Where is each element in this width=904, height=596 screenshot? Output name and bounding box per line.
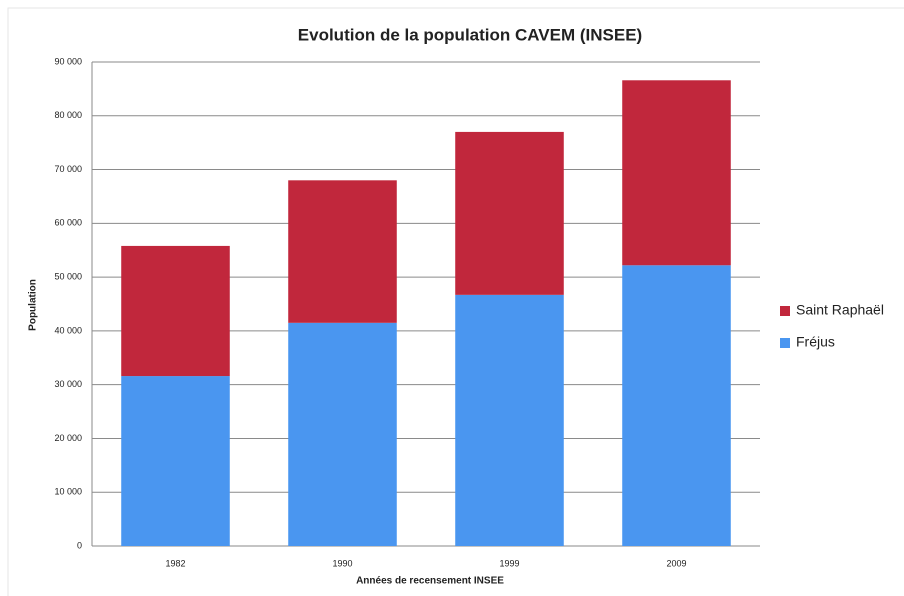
x-tick-label: 1999	[499, 558, 519, 568]
legend-label: Saint Raphaël	[796, 302, 884, 318]
y-tick-label: 50 000	[54, 271, 82, 281]
bar-segment	[288, 180, 397, 323]
chart-border	[7, 7, 904, 596]
x-tick-label: 2009	[666, 558, 686, 568]
bar-segment	[121, 376, 230, 546]
x-tick-label: 1982	[165, 558, 185, 568]
y-tick-label: 0	[77, 540, 82, 550]
bar-segment	[121, 245, 230, 377]
bar-segment	[622, 80, 731, 266]
bar-segment	[455, 294, 564, 546]
legend-swatch	[780, 338, 790, 348]
y-tick-label: 30 000	[54, 379, 82, 389]
x-axis-label: Années de recensement INSEE	[356, 576, 504, 587]
y-tick-label: 60 000	[54, 218, 82, 228]
y-tick-label: 40 000	[54, 325, 82, 335]
y-tick-label: 10 000	[54, 487, 82, 497]
bar-segment	[455, 131, 564, 295]
chart-title: Evolution de la population CAVEM (INSEE)	[298, 25, 642, 44]
y-tick-label: 70 000	[54, 164, 82, 174]
bar-segment	[622, 265, 731, 546]
y-tick-label: 80 000	[54, 110, 82, 120]
y-axis-label: Population	[28, 279, 39, 331]
bar-segment	[288, 322, 397, 546]
legend-swatch	[780, 306, 790, 316]
y-tick-label: 20 000	[54, 433, 82, 443]
y-tick-label: 90 000	[54, 56, 82, 66]
legend-label: Fréjus	[796, 334, 835, 350]
x-tick-label: 1990	[332, 558, 352, 568]
